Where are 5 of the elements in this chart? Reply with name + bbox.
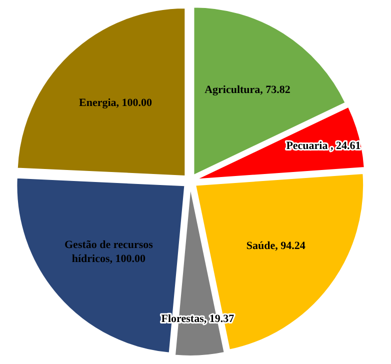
slice-label: Gestão de recursos hídricos, 100.00 [64, 238, 154, 264]
slice-label: Agricultura, 73.82 [204, 83, 291, 96]
slice-label: Saúde, 94.24 [246, 240, 306, 252]
slice-label: Pecuaria , 24.61 [286, 139, 361, 152]
slice-label: Energia, 100.00 [79, 96, 153, 109]
